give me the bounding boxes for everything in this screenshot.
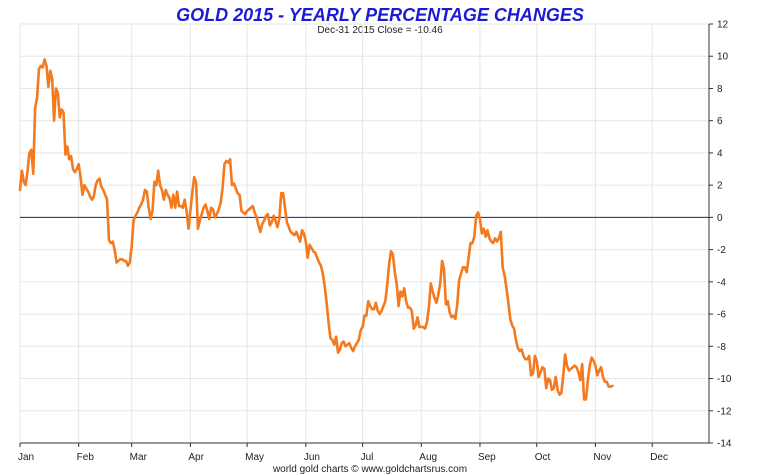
y-tick-label: 0 [717,213,723,224]
x-tick-label: Apr [188,452,204,463]
x-tick-label: Feb [77,452,95,463]
x-tick-label: Dec [650,452,668,463]
y-tick-label: -14 [717,439,732,450]
y-axis-tick-labels: 12 10 8 6 4 2 0 -2 -4 -6 -8 -10 -12 -14 [717,20,732,450]
y-tick-label: 4 [717,148,723,159]
y-tick-label: -2 [717,245,726,256]
x-axis-tick-labels: Jan Feb Mar Apr May Jun Jul Aug Sep Oct Nov Dec [18,452,668,463]
x-tick-label: Aug [419,452,437,463]
y-tick-label: 12 [717,20,729,31]
y-tick-label: -8 [717,342,726,353]
chart-footer: world gold charts © www.goldchartsrus.co… [272,464,467,475]
chart-subtitle: Dec-31 2015 Close = -10.46 [317,25,443,36]
chart-title: GOLD 2015 - YEARLY PERCENTAGE CHANGES [176,5,584,25]
x-tick-label: Mar [130,452,148,463]
x-tick-label: Jan [18,452,34,463]
y-tick-label: -4 [717,277,726,288]
x-tick-label: Jul [361,452,374,463]
x-tick-label: Nov [593,452,611,463]
x-tick-label: May [245,452,264,463]
chart-axes [19,23,713,447]
y-tick-label: 8 [717,84,723,95]
y-tick-label: -12 [717,406,732,417]
x-tick-label: Oct [535,452,551,463]
x-tick-label: Sep [478,452,496,463]
y-tick-label: -10 [717,374,732,385]
x-tick-label: Jun [304,452,320,463]
y-tick-label: 10 [717,52,729,63]
y-tick-label: -6 [717,310,726,321]
series-line-gold-2015 [18,58,614,401]
y-tick-label: 6 [717,116,723,127]
y-tick-label: 2 [717,181,723,192]
